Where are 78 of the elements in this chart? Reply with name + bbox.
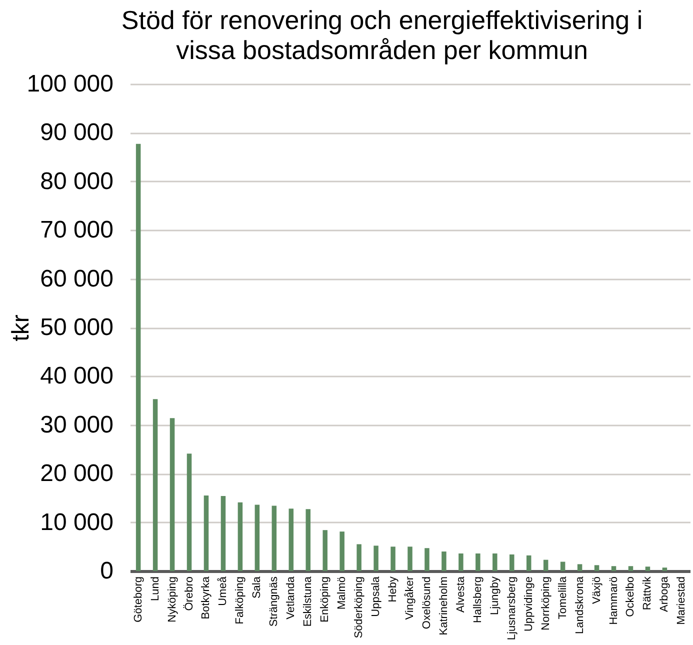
bar <box>136 144 141 571</box>
bar <box>476 553 480 571</box>
y-tick-label: 0 <box>100 558 114 584</box>
bar <box>594 565 600 571</box>
bar <box>322 530 328 571</box>
bar <box>611 566 616 571</box>
bar <box>288 508 294 571</box>
y-tick-label: 90 000 <box>40 119 114 146</box>
bar <box>442 552 446 571</box>
x-tick-label: Mariestad <box>676 576 688 625</box>
x-tick-label: Uppvidinge <box>522 576 535 632</box>
bar <box>374 546 378 571</box>
bar <box>272 506 277 571</box>
x-tick-label: Ockelbo <box>624 576 637 617</box>
x-tick-label: Alvesta <box>454 576 467 613</box>
x-tick-label: Sala <box>251 576 264 599</box>
chart-title: Stöd för renovering och energieffektivisering i vissa bostadsområden per kommun <box>121 5 643 65</box>
bar <box>560 562 566 571</box>
x-tick-label: Malmö <box>336 576 348 610</box>
x-tick-label: Botkyrka <box>200 576 212 620</box>
x-tick-label: Växjö <box>590 576 603 604</box>
bar <box>170 418 175 571</box>
x-tick-label: Hammarö <box>608 576 620 625</box>
x-tick-label: Vetlanda <box>285 576 298 620</box>
x-tick-label: Örebro <box>182 576 196 611</box>
y-tick-label: 70 000 <box>40 216 114 244</box>
bar <box>526 555 532 571</box>
x-tick-label: Ljusnarsberg <box>506 576 518 640</box>
bar <box>628 566 634 571</box>
x-tick-label: Heby <box>387 576 400 602</box>
x-tick-label: Oxelösund <box>420 576 433 630</box>
bar <box>152 399 158 571</box>
y-tick-label: 80 000 <box>40 168 114 195</box>
x-tick-label: Nyköping <box>166 576 178 622</box>
x-tick-label: Vingåker <box>404 576 416 620</box>
bar <box>390 546 396 571</box>
bar <box>543 560 548 571</box>
bar <box>458 553 464 571</box>
x-tick-label: Katrineholm <box>438 576 450 636</box>
x-tick-label: Eskilstuna <box>302 576 314 627</box>
bar <box>645 566 650 571</box>
x-tick-label: Göteborg <box>132 576 144 622</box>
y-tick-label: 30 000 <box>40 411 114 438</box>
bar <box>662 568 668 571</box>
bar <box>306 509 310 571</box>
y-tick-label: 100 000 <box>26 70 114 98</box>
bar <box>510 554 514 571</box>
x-tick-label: Falköping <box>234 576 246 624</box>
x-tick-label: Enköping <box>319 576 332 622</box>
bar <box>254 504 260 571</box>
bar <box>340 532 344 571</box>
y-tick-label: 40 000 <box>40 362 114 390</box>
x-tick-label: Tomelilla <box>556 576 569 620</box>
x-tick-label: Lund <box>149 576 162 601</box>
bar <box>408 546 412 571</box>
y-tick-label: 60 000 <box>40 265 114 292</box>
x-tick-label: Hallsberg <box>472 576 484 623</box>
x-tick-label: Ljungby <box>488 576 501 616</box>
bar <box>204 496 209 571</box>
bar <box>424 548 430 571</box>
x-tick-label: Uppsala <box>370 576 382 617</box>
x-tick-label: Strängnäs <box>268 576 280 627</box>
bar <box>238 502 243 571</box>
bar <box>220 496 226 571</box>
x-tick-label: Rättvik <box>642 576 654 610</box>
x-tick-label: Arboga <box>658 576 671 612</box>
bar <box>492 553 498 571</box>
bar <box>186 454 192 571</box>
x-tick-label: Umeå <box>217 576 230 606</box>
bar <box>356 544 362 571</box>
y-tick-label: 10 000 <box>40 508 114 536</box>
y-tick-label: 50 000 <box>40 314 114 341</box>
bar <box>577 564 582 571</box>
x-tick-label: Landskrona <box>574 576 586 634</box>
x-tick-label: Söderköping <box>353 576 366 638</box>
y-tick-label: 20 000 <box>40 460 114 488</box>
x-tick-label: Norrköping <box>540 576 552 630</box>
y-axis-title: tkr <box>8 314 34 342</box>
